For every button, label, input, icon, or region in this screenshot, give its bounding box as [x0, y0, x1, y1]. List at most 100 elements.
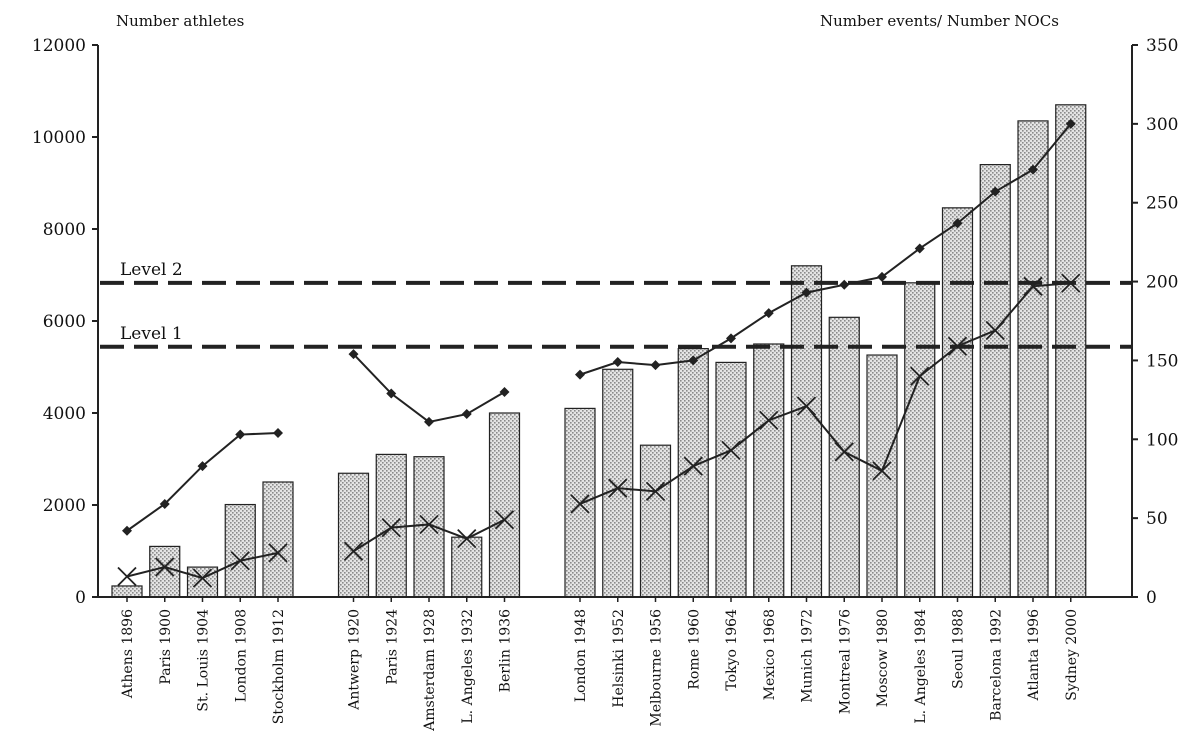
- x-point: [381, 517, 401, 538]
- diamond-point: [197, 461, 208, 472]
- x-tick-label: Helsinki 1952: [611, 609, 627, 708]
- bar: [715, 361, 747, 598]
- x-tick-label: Barcelona 1992: [988, 609, 1004, 721]
- x-tick-label: St. Louis 1904: [196, 609, 212, 712]
- x-point: [910, 366, 930, 386]
- bar: [1017, 120, 1049, 598]
- diamond-point: [612, 357, 623, 368]
- bar: [262, 481, 294, 598]
- left-axis-title: Number athletes: [116, 12, 245, 30]
- x-point: [683, 456, 703, 476]
- x-tick-label: Melbourne 1956: [649, 609, 665, 727]
- axes: 0 2000 4000 6000 8000 10000 12000 0 50 100 150 200 2…: [32, 36, 1179, 732]
- bar: [790, 265, 823, 598]
- right-tick-label: 200: [1146, 273, 1178, 293]
- reference-line-label: Level 2: [120, 260, 183, 280]
- x-tick-label: Tokyo 1964: [724, 609, 740, 691]
- diamond-point: [688, 355, 699, 366]
- x-point: [947, 336, 968, 356]
- x-tick-label: Munich 1972: [800, 609, 816, 703]
- x-point: [759, 410, 779, 430]
- x-tick-label: Mexico 1968: [762, 609, 778, 700]
- bar: [224, 503, 256, 598]
- left-tick-label: 12000: [32, 36, 86, 56]
- bar: [186, 566, 219, 598]
- x-tick-label: Athens 1896: [120, 609, 136, 699]
- x-point: [192, 568, 213, 588]
- x-tick-label: L. Angeles 1932: [460, 609, 476, 724]
- x-point: [419, 514, 439, 535]
- bar: [337, 472, 370, 598]
- diamond-point: [461, 409, 472, 420]
- x-point: [608, 478, 628, 498]
- bar: [451, 536, 483, 598]
- diamond-point: [650, 360, 661, 371]
- diamond-point: [990, 186, 1001, 197]
- diamond-point: [726, 333, 736, 344]
- bar: [941, 207, 974, 598]
- right-axis-title: Number events/ Number NOCs: [820, 12, 1059, 30]
- x-tick-label: Atlanta 1996: [1026, 609, 1042, 701]
- x-tick-label: Moscow 1980: [875, 609, 891, 707]
- bar: [488, 412, 521, 598]
- x-point: [570, 494, 590, 514]
- right-tick-label: 150: [1146, 351, 1178, 371]
- x-point: [155, 557, 175, 577]
- bar: [149, 545, 181, 598]
- bar: [1055, 104, 1087, 598]
- x-point: [721, 440, 741, 460]
- right-tick-label: 0: [1146, 588, 1157, 608]
- bar: [866, 354, 898, 598]
- series-line: [579, 123, 1072, 376]
- diamond-point: [386, 388, 397, 399]
- diamond-point: [499, 386, 510, 397]
- left-tick-label: 2000: [43, 496, 86, 516]
- x-point: [343, 541, 364, 561]
- series-line: [352, 353, 506, 424]
- x-tick-label: London 1948: [573, 609, 589, 702]
- line-series: [117, 118, 1081, 588]
- x-point: [872, 461, 892, 481]
- diamond-point: [159, 498, 170, 509]
- bar: [602, 368, 634, 598]
- bar: [375, 453, 407, 598]
- x-tick-label: Antwerp 1920: [347, 609, 363, 711]
- diamond-point: [348, 349, 359, 360]
- diamond-point: [877, 271, 887, 282]
- right-tick-label: 250: [1146, 194, 1178, 214]
- bar: [111, 585, 143, 598]
- x-tick-label: Stockholm 1912: [271, 609, 287, 724]
- reference-line-label: Level 1: [120, 324, 183, 344]
- diamond-point: [1028, 164, 1038, 175]
- bar: [979, 164, 1011, 598]
- bar: [904, 282, 936, 598]
- x-point: [457, 529, 477, 549]
- diamond-point: [801, 287, 812, 298]
- x-tick-label: Amsterdam 1928: [422, 609, 438, 732]
- left-tick-label: 4000: [43, 404, 86, 424]
- diamond-point: [424, 416, 434, 427]
- diamond-point: [122, 525, 132, 536]
- bar-series: [111, 104, 1087, 598]
- diamond-point: [763, 308, 774, 319]
- x-point: [268, 543, 288, 563]
- bar: [413, 456, 445, 598]
- x-point: [117, 566, 137, 587]
- x-point: [1023, 276, 1043, 296]
- x-tick-label: London 1908: [233, 609, 249, 702]
- x-tick-label: Sydney 2000: [1064, 609, 1080, 701]
- x-point: [494, 510, 515, 530]
- x-point: [985, 320, 1005, 341]
- x-tick-label: Montreal 1976: [837, 609, 853, 714]
- bar: [677, 348, 709, 598]
- diamond-point: [575, 369, 585, 380]
- left-tick-label: 8000: [43, 220, 86, 240]
- diamond-point: [235, 429, 246, 440]
- x-tick-label: L. Angeles 1984: [913, 609, 929, 724]
- reference-lines: Level 2 Level 1: [100, 260, 1132, 349]
- x-point: [230, 551, 250, 571]
- diamond-point: [952, 218, 963, 229]
- x-tick-label: Rome 1960: [686, 609, 702, 690]
- x-tick-label: Paris 1924: [384, 609, 400, 685]
